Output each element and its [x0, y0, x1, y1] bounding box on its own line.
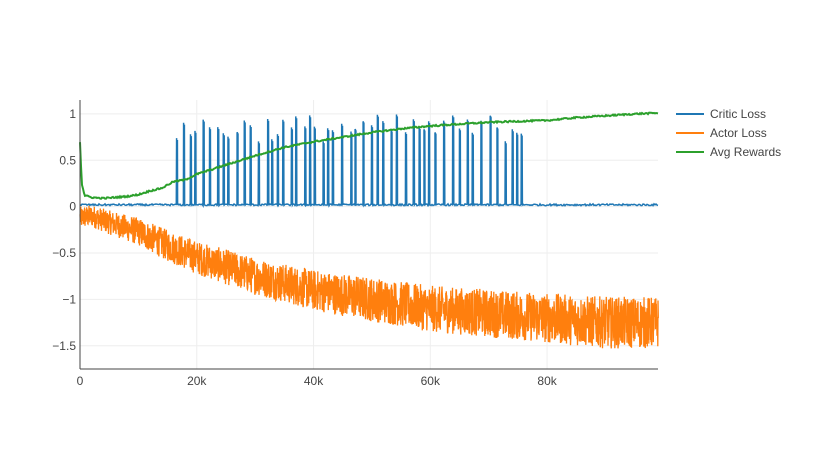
y-tick-label: −1.5 [52, 339, 76, 353]
series-actor-loss-line [79, 205, 659, 349]
x-tick-label: 0 [77, 374, 84, 388]
plot-area [79, 111, 659, 349]
legend-label-critic-loss: Critic Loss [710, 107, 766, 121]
y-tick-label: 0.5 [59, 153, 76, 167]
series-critic-loss-line [79, 114, 659, 208]
x-tick-label: 60k [421, 374, 441, 388]
x-tick-label: 20k [187, 374, 207, 388]
x-tick-label: 80k [537, 374, 557, 388]
series-avg-rewards-line [79, 111, 659, 200]
y-tick-label: −0.5 [52, 246, 76, 260]
y-tick-label: −1 [62, 292, 76, 306]
y-tick-label: 0 [69, 200, 76, 214]
y-tick-label: 1 [69, 107, 76, 121]
legend: Critic Loss Actor Loss Avg Rewards [676, 107, 781, 159]
legend-label-actor-loss: Actor Loss [710, 126, 767, 140]
legend-label-avg-rewards: Avg Rewards [710, 145, 781, 159]
axes: 1 0.5 0 −0.5 −1 −1.5 0 20k 40k 60k 80k [52, 100, 658, 388]
x-tick-label: 40k [304, 374, 324, 388]
